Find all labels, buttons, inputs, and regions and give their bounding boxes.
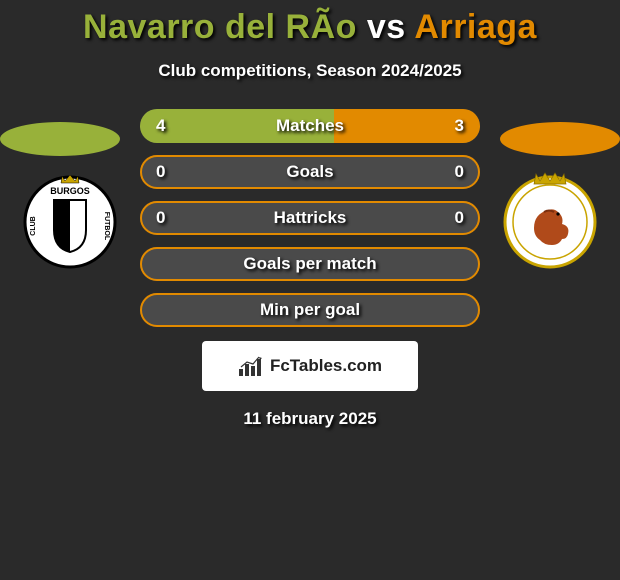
zaragoza-crest-icon — [500, 172, 600, 272]
stat-row: 0 0 Goals — [140, 155, 480, 189]
stat-label: Goals per match — [243, 254, 376, 274]
stat-label: Goals — [286, 162, 333, 182]
date-label: 11 february 2025 — [0, 409, 620, 429]
stat-left-value: 0 — [156, 162, 165, 182]
stat-label: Min per goal — [260, 300, 360, 320]
stat-right-value: 0 — [455, 162, 464, 182]
stat-row: 4 3 Matches — [140, 109, 480, 143]
bars-icon — [238, 355, 264, 377]
brand-card[interactable]: FcTables.com — [202, 341, 418, 391]
stat-row: Goals per match — [140, 247, 480, 281]
stat-right-value: 3 — [455, 116, 464, 136]
stat-left-value: 0 — [156, 208, 165, 228]
burgos-crest-icon: BURGOS CLUB FUTBOL — [20, 172, 120, 272]
svg-text:FUTBOL: FUTBOL — [103, 212, 110, 241]
club-badge-left: BURGOS CLUB FUTBOL — [20, 172, 120, 272]
accent-ellipse-left — [0, 122, 120, 156]
stat-left-value: 4 — [156, 116, 165, 136]
title-vs: vs — [367, 8, 406, 46]
stat-row: Min per goal — [140, 293, 480, 327]
page-title: Navarro del RÃ­o vs Arriaga — [0, 0, 620, 47]
stat-label: Hattricks — [274, 208, 347, 228]
subtitle: Club competitions, Season 2024/2025 — [0, 61, 620, 81]
stat-right-value: 0 — [455, 208, 464, 228]
brand-name: FcTables.com — [270, 356, 382, 376]
title-player-right: Arriaga — [414, 8, 537, 46]
accent-ellipse-right — [500, 122, 620, 156]
title-player-left: Navarro del RÃ­o — [83, 8, 357, 46]
club-badge-right — [500, 172, 600, 272]
stat-row: 0 0 Hattricks — [140, 201, 480, 235]
svg-text:BURGOS: BURGOS — [50, 186, 90, 196]
svg-text:CLUB: CLUB — [30, 216, 37, 235]
stat-label: Matches — [276, 116, 344, 136]
